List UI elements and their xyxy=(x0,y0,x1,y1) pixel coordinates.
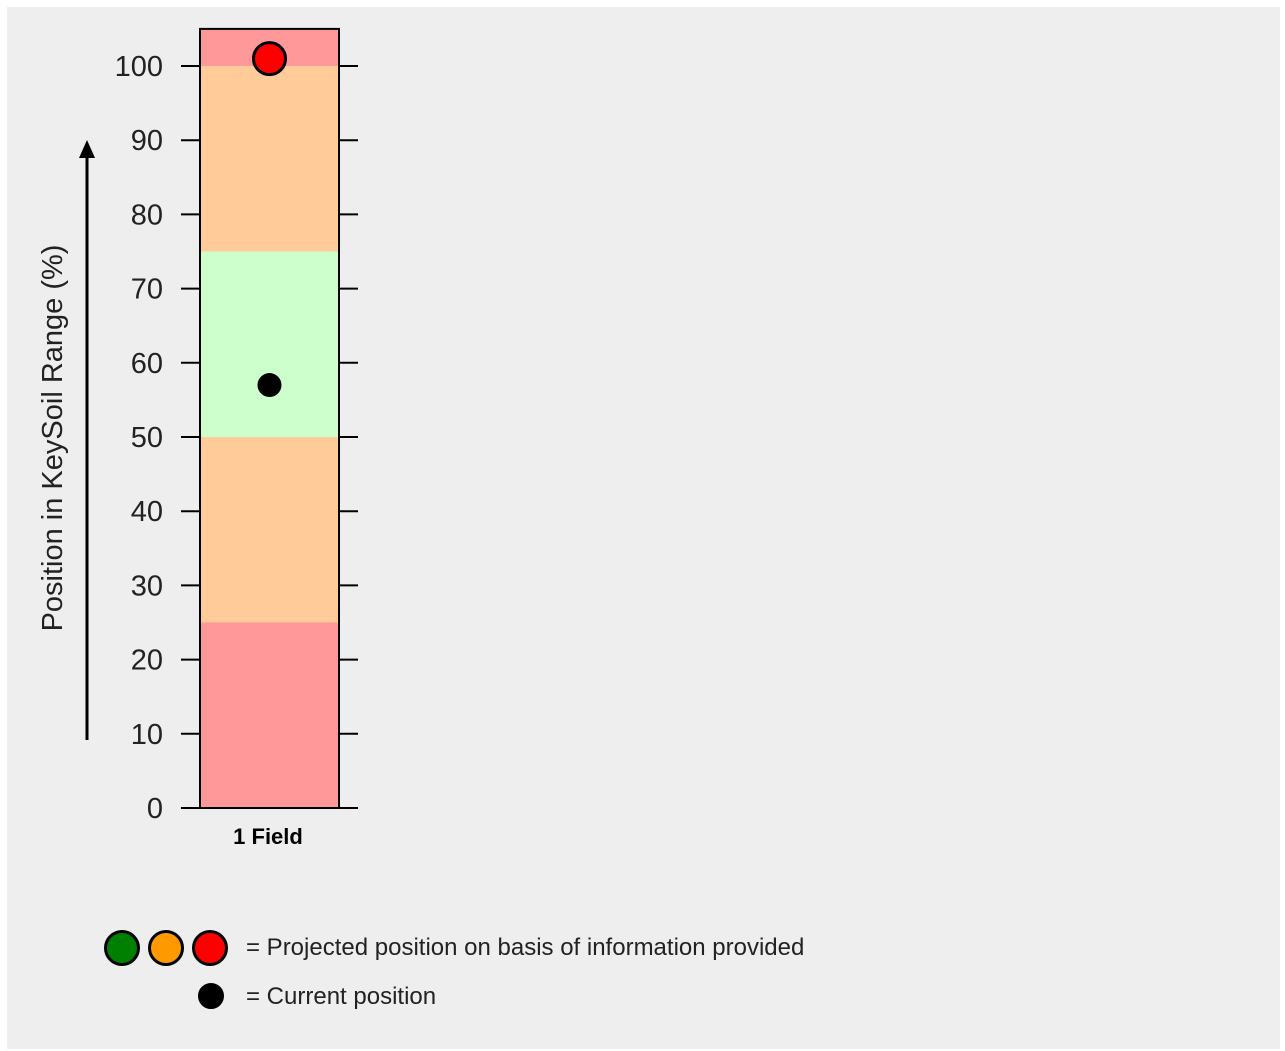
category-label: 1 Field xyxy=(233,824,303,849)
projected-position-point xyxy=(252,41,287,77)
data-points xyxy=(252,41,287,398)
y-tick-label-70: 70 xyxy=(131,274,163,306)
y-tick-label-20: 20 xyxy=(131,645,163,677)
y-tick-label-90: 90 xyxy=(131,125,163,157)
range-band-3 xyxy=(200,66,339,252)
legend-projected-label: = Projected position on basis of informa… xyxy=(246,934,805,961)
y-tick-label-100: 100 xyxy=(115,51,163,83)
range-band-2 xyxy=(200,251,339,437)
legend-projected xyxy=(104,930,228,966)
orange-dot-icon xyxy=(148,930,184,966)
y-tick-label-40: 40 xyxy=(131,496,163,528)
y-tick-label-30: 30 xyxy=(131,570,163,602)
y-axis-title: Position in KeySoil Range (%) xyxy=(37,245,69,632)
black-dot-icon xyxy=(198,983,224,1009)
range-band-0 xyxy=(200,622,339,808)
range-band-1 xyxy=(200,437,339,623)
y-tick-label-60: 60 xyxy=(131,348,163,380)
red-dot-icon xyxy=(192,930,228,966)
arrow-head-icon xyxy=(79,140,95,158)
legend-projected-dots xyxy=(104,930,228,966)
y-axis: 0 10 20 30 40 50 60 70 80 90 100 xyxy=(115,51,358,825)
legend-current-label: = Current position xyxy=(246,983,437,1010)
y-tick-label-50: 50 xyxy=(131,422,163,454)
range-bands xyxy=(200,28,339,808)
y-tick-label-0: 0 xyxy=(147,793,163,825)
current-position-point xyxy=(257,373,282,398)
y-axis-title-group: Position in KeySoil Range (%) xyxy=(37,140,95,740)
green-dot-icon xyxy=(104,930,140,966)
y-tick-label-10: 10 xyxy=(131,719,163,751)
y-tick-label-80: 80 xyxy=(131,199,163,231)
